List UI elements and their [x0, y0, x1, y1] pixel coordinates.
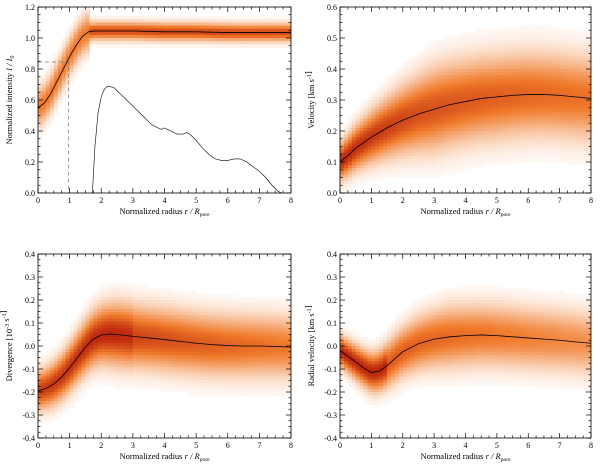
y-tick-label: 0.4: [327, 250, 337, 259]
y-axis-label: Velocity [km s-1]: [303, 71, 316, 129]
density-heatmap: [340, 284, 591, 408]
y-tick-label: 0.0: [25, 342, 35, 351]
x-tick-label: 8: [589, 196, 593, 205]
y-tick-label: 0.4: [327, 65, 337, 74]
y-tick-label: -0.3: [22, 411, 35, 420]
x-tick-label: 7: [257, 441, 261, 450]
y-tick-label: 0.4: [25, 127, 35, 136]
x-tick-label: 1: [369, 196, 373, 205]
y-tick-label: -0.4: [324, 434, 337, 443]
y-tick-label: 0.1: [25, 319, 35, 328]
x-tick-label: 5: [194, 196, 198, 205]
x-tick-label: 4: [163, 441, 167, 450]
x-tick-label: 4: [464, 441, 468, 450]
x-tick-label: 7: [257, 196, 261, 205]
x-tick-label: 6: [526, 196, 530, 205]
y-tick-label: 0.2: [25, 158, 35, 167]
y-tick-label: -0.2: [324, 388, 337, 397]
mean-curve: [38, 333, 291, 392]
x-tick-label: 8: [289, 441, 293, 450]
density-heatmap: [340, 25, 591, 193]
density-heatmap: [38, 7, 291, 138]
y-tick-label: 0.1: [327, 319, 337, 328]
x-tick-label: 3: [432, 196, 436, 205]
y-tick-label: 0.3: [327, 273, 337, 282]
y-tick-label: 0.1: [327, 158, 337, 167]
x-tick-label: 3: [432, 441, 436, 450]
x-tick-label: 4: [163, 196, 167, 205]
y-tick-label: 0.0: [25, 189, 35, 198]
reference-guide: [38, 61, 69, 193]
distribution-curve: [92, 85, 282, 193]
x-tick-label: 7: [558, 196, 562, 205]
x-tick-label: 0: [36, 196, 40, 205]
panel-top-right: 0 1 2 3 4 5 6 7 8 0.0 0.1 0.2 0.3 0.4 0.5 0.6 Normalized…: [303, 3, 593, 218]
x-tick-label: 3: [131, 441, 135, 450]
x-tick-label: 5: [495, 196, 499, 205]
panel-bottom-left: 0 1 2 3 4 5 6 7 8 -0.4 -0.3 -0.2 -0.1 0.0 0.1 0.2 0.3 0.4…: [0, 250, 293, 463]
x-tick-label: 0: [338, 196, 342, 205]
mean-curve: [340, 94, 591, 163]
y-tick-label: 0.3: [25, 273, 35, 282]
density-heatmap: [38, 281, 291, 424]
y-tick-label: -0.2: [22, 388, 35, 397]
y-axis-label: Divergence [10-3 s-1]: [0, 310, 14, 381]
x-tick-label: 0: [338, 441, 342, 450]
x-axis-label: Normalized radius r / Rpore: [420, 451, 511, 463]
panel-bottom-right: 0 1 2 3 4 5 6 7 8 -0.4 -0.3 -0.2 -0.1 0.0 0.1 0.2 0.3 0.4…: [303, 250, 593, 463]
y-tick-label: 0.4: [25, 250, 35, 259]
mean-curve: [340, 334, 591, 373]
x-tick-label: 1: [68, 196, 72, 205]
y-tick-label: 0.8: [25, 65, 35, 74]
y-tick-label: 0.2: [327, 296, 337, 305]
x-tick-label: 2: [99, 441, 103, 450]
y-axis-label: Normalized intensity I / I0: [4, 56, 16, 145]
x-tick-label: 6: [226, 441, 230, 450]
x-tick-label: 5: [194, 441, 198, 450]
x-tick-label: 6: [226, 196, 230, 205]
x-tick-label: 2: [99, 196, 103, 205]
x-tick-label: 3: [131, 196, 135, 205]
y-tick-label: 1.0: [25, 34, 35, 43]
y-tick-label: -0.3: [324, 411, 337, 420]
x-tick-label: 0: [36, 441, 40, 450]
y-tick-label: 0.2: [327, 127, 337, 136]
x-tick-label: 4: [464, 196, 468, 205]
y-tick-label: 0.0: [327, 189, 337, 198]
y-tick-label: 0.3: [327, 96, 337, 105]
y-tick-label: 0.5: [327, 34, 337, 43]
y-tick-label: 0.6: [25, 96, 35, 105]
x-tick-label: 8: [289, 196, 293, 205]
x-tick-label: 2: [401, 441, 405, 450]
x-axis-label: Normalized radius r / Rpore: [119, 206, 210, 218]
x-tick-label: 1: [369, 441, 373, 450]
y-tick-label: -0.1: [324, 365, 337, 374]
mean-curve: [38, 30, 291, 109]
x-tick-label: 5: [495, 441, 499, 450]
y-tick-label: -0.4: [22, 434, 35, 443]
x-tick-label: 1: [68, 441, 72, 450]
y-tick-label: 1.2: [25, 3, 35, 12]
x-axis-label: Normalized radius r / Rpore: [420, 206, 511, 218]
y-tick-label: 0.0: [327, 342, 337, 351]
y-axis-label: Radial velocity [km s-1]: [303, 305, 316, 386]
y-tick-label: 0.2: [25, 296, 35, 305]
x-tick-label: 8: [589, 441, 593, 450]
x-tick-label: 6: [526, 441, 530, 450]
x-tick-label: 2: [401, 196, 405, 205]
x-axis-label: Normalized radius r / Rpore: [119, 451, 210, 463]
y-tick-label: -0.1: [22, 365, 35, 374]
panel-top-left: 0 1 2 3 4 5 6 7 8 0.0 0.2 0.4 0.6 0.8 1.0 1.2 Normalized…: [4, 3, 293, 218]
y-tick-label: 0.6: [327, 3, 337, 12]
x-tick-label: 7: [558, 441, 562, 450]
